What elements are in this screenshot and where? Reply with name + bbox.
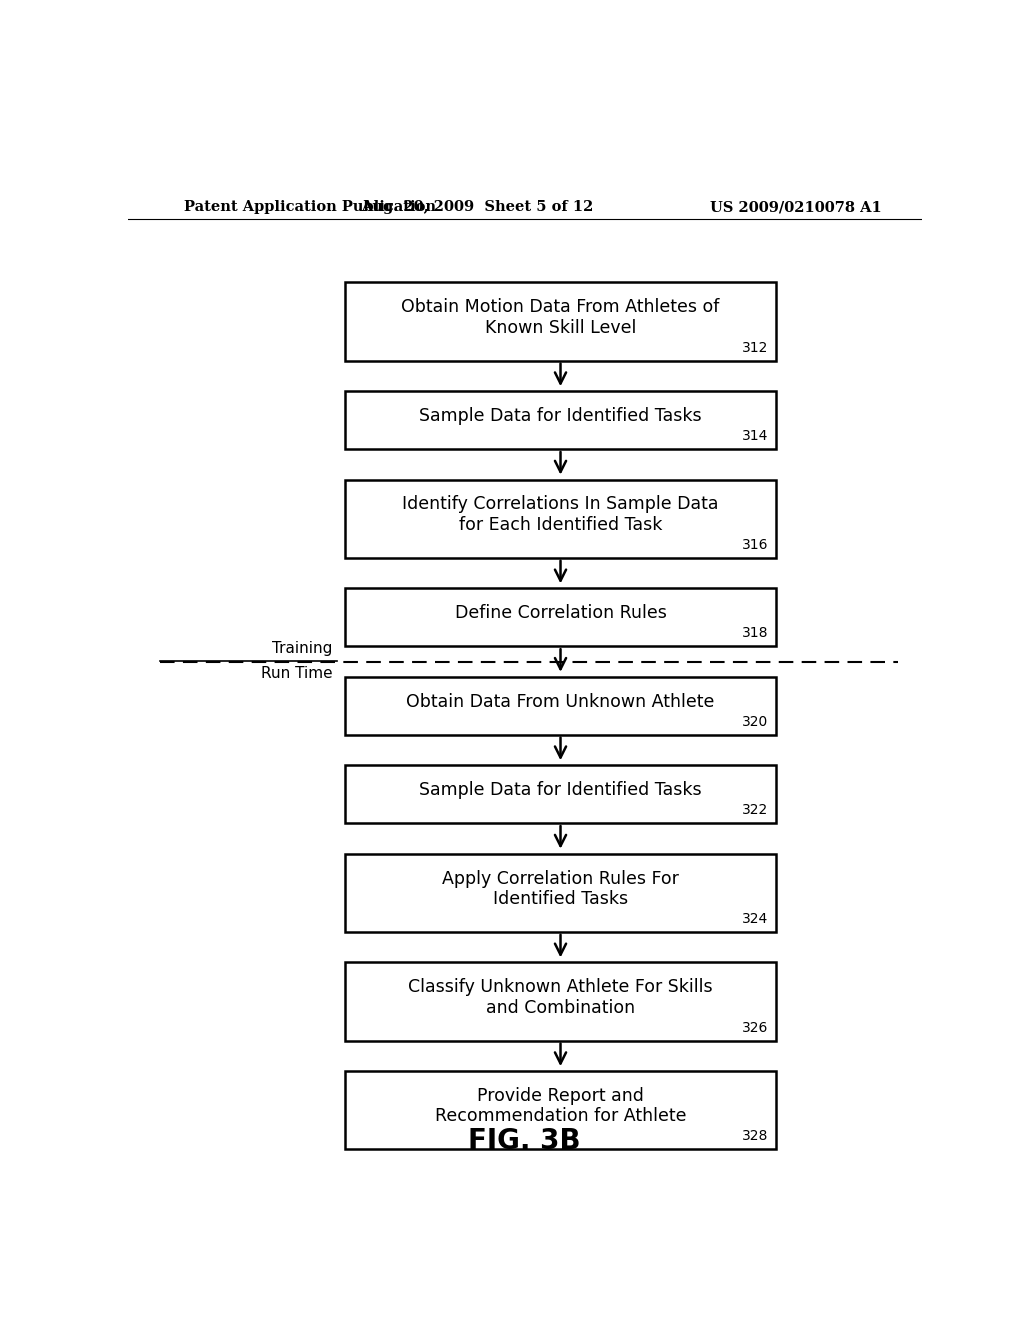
Text: Classify Unknown Athlete For Skills: Classify Unknown Athlete For Skills: [409, 978, 713, 997]
Text: Aug. 20, 2009  Sheet 5 of 12: Aug. 20, 2009 Sheet 5 of 12: [361, 201, 593, 214]
Text: for Each Identified Task: for Each Identified Task: [459, 516, 663, 533]
Text: US 2009/0210078 A1: US 2009/0210078 A1: [711, 201, 882, 214]
Text: Sample Data for Identified Tasks: Sample Data for Identified Tasks: [419, 407, 701, 425]
Text: 326: 326: [742, 1020, 768, 1035]
Text: 318: 318: [742, 626, 768, 640]
Text: FIG. 3B: FIG. 3B: [469, 1127, 581, 1155]
Bar: [345, 962, 776, 1040]
Text: Obtain Motion Data From Athletes of: Obtain Motion Data From Athletes of: [401, 298, 720, 317]
Bar: [345, 479, 776, 558]
Text: Known Skill Level: Known Skill Level: [484, 318, 636, 337]
Text: 314: 314: [742, 429, 768, 444]
Bar: [345, 1071, 776, 1150]
Text: 328: 328: [742, 1130, 768, 1143]
Text: Recommendation for Athlete: Recommendation for Athlete: [435, 1107, 686, 1126]
Text: 322: 322: [742, 803, 768, 817]
Text: Define Correlation Rules: Define Correlation Rules: [455, 605, 667, 622]
Text: 324: 324: [742, 912, 768, 925]
Text: 312: 312: [742, 341, 768, 355]
Bar: [345, 677, 776, 735]
Bar: [345, 854, 776, 932]
Text: Identify Correlations In Sample Data: Identify Correlations In Sample Data: [402, 495, 719, 513]
Text: Patent Application Publication: Patent Application Publication: [183, 201, 435, 214]
Bar: [345, 282, 776, 360]
Text: Training: Training: [272, 642, 333, 656]
Text: 316: 316: [742, 537, 768, 552]
Text: Sample Data for Identified Tasks: Sample Data for Identified Tasks: [419, 781, 701, 799]
Text: Identified Tasks: Identified Tasks: [493, 890, 628, 908]
Text: Run Time: Run Time: [261, 665, 333, 681]
Text: 320: 320: [742, 714, 768, 729]
Bar: [345, 766, 776, 824]
Text: Provide Report and: Provide Report and: [477, 1088, 644, 1105]
Bar: [345, 589, 776, 647]
Text: Obtain Data From Unknown Athlete: Obtain Data From Unknown Athlete: [407, 693, 715, 710]
Text: Apply Correlation Rules For: Apply Correlation Rules For: [442, 870, 679, 887]
Text: and Combination: and Combination: [486, 999, 635, 1016]
Bar: [345, 391, 776, 449]
